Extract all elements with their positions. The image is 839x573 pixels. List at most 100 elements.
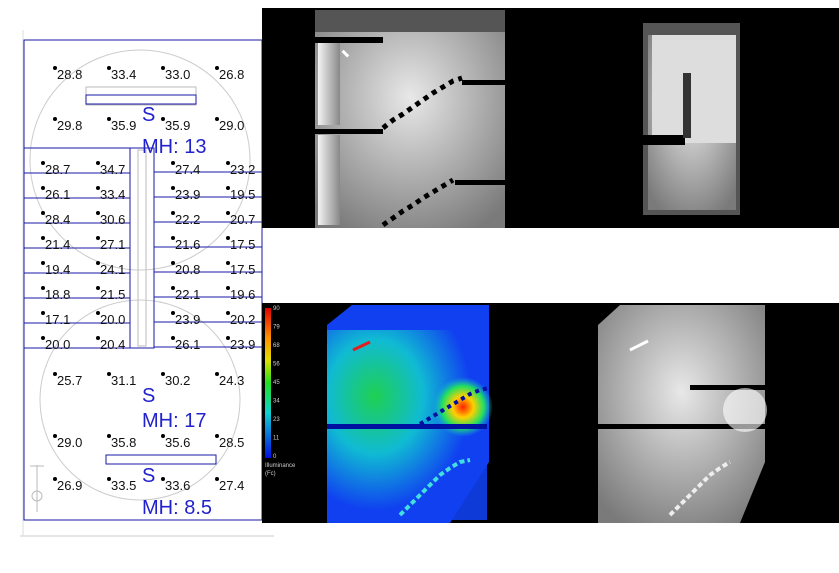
calc-point: 35.9 — [161, 117, 190, 133]
calc-point: 21.4 — [41, 236, 70, 252]
calc-point: 23.9 — [226, 336, 255, 352]
point-marker — [171, 311, 175, 315]
calc-point: 29.0 — [53, 434, 82, 450]
calc-point: 20.2 — [226, 311, 255, 327]
illuminance-legend: 90 79 68 56 45 34 23 11 0 Illuminance (Fc) — [265, 306, 296, 477]
point-marker — [171, 161, 175, 165]
calc-point: 20.8 — [171, 261, 200, 277]
calc-point: 19.5 — [226, 186, 255, 202]
background-arc — [39, 299, 241, 501]
calc-point: 21.6 — [171, 236, 200, 252]
illuminance-value: 35.9 — [165, 118, 190, 133]
illuminance-value: 17.5 — [230, 237, 255, 252]
calc-point: 26.8 — [215, 66, 244, 82]
calc-point: 23.2 — [226, 161, 255, 177]
point-marker — [41, 236, 45, 240]
legend-tick: 11 — [273, 436, 280, 442]
calc-point: 30.2 — [161, 372, 190, 388]
point-marker — [226, 161, 230, 165]
point-marker — [171, 286, 175, 290]
luminaire — [85, 94, 197, 105]
calc-point: 17.5 — [226, 236, 255, 252]
calc-point: 28.5 — [215, 434, 244, 450]
point-marker — [41, 336, 45, 340]
render-grayscale-section — [315, 10, 505, 228]
point-marker — [215, 434, 219, 438]
point-marker — [226, 236, 230, 240]
calc-point: 30.6 — [96, 211, 125, 227]
point-marker — [171, 261, 175, 265]
illuminance-value: 34.7 — [100, 162, 125, 177]
illuminance-value: 26.1 — [45, 187, 70, 202]
point-marker — [96, 186, 100, 190]
illuminance-value: 17.1 — [45, 312, 70, 327]
calc-point: 19.6 — [226, 286, 255, 302]
illuminance-value: 28.4 — [45, 212, 70, 227]
calc-point: 29.0 — [215, 117, 244, 133]
illuminance-value: 19.6 — [230, 287, 255, 302]
illuminance-value: 19.4 — [45, 262, 70, 277]
calc-point: 26.1 — [41, 186, 70, 202]
luminaire — [105, 454, 217, 465]
calc-point: 25.7 — [53, 372, 82, 388]
calc-point: 35.9 — [107, 117, 136, 133]
illuminance-value: 23.9 — [175, 312, 200, 327]
point-marker — [53, 477, 57, 481]
calc-point: 20.4 — [96, 336, 125, 352]
calc-point: 28.7 — [41, 161, 70, 177]
point-marker — [171, 186, 175, 190]
calc-point: 33.5 — [107, 477, 136, 493]
point-marker — [226, 211, 230, 215]
stair-well — [129, 147, 155, 349]
point-marker — [171, 236, 175, 240]
illuminance-value: 25.7 — [57, 373, 82, 388]
point-marker — [161, 117, 165, 121]
legend-tick: 79 — [273, 325, 280, 331]
calc-point: 24.1 — [96, 261, 125, 277]
calc-point: 35.8 — [107, 434, 136, 450]
luminaire-label-2: S MH: 17 — [142, 385, 206, 432]
point-marker — [53, 372, 57, 376]
illuminance-value: 33.4 — [100, 187, 125, 202]
point-marker — [96, 261, 100, 265]
point-marker — [171, 211, 175, 215]
illuminance-value: 29.8 — [57, 118, 82, 133]
point-marker — [226, 336, 230, 340]
illuminance-value: 33.5 — [111, 478, 136, 493]
point-marker — [171, 336, 175, 340]
background-arc — [29, 49, 251, 271]
point-marker — [96, 236, 100, 240]
illuminance-value: 30.6 — [100, 212, 125, 227]
calc-point: 20.7 — [226, 211, 255, 227]
false-color-render — [327, 305, 493, 523]
legend-tick: 0 — [273, 454, 277, 460]
calc-point: 21.5 — [96, 286, 125, 302]
point-marker — [107, 66, 111, 70]
luminaire-symbol: S — [142, 385, 155, 407]
calc-point: 19.4 — [41, 261, 70, 277]
calc-point: 28.8 — [53, 66, 82, 82]
calc-point: 26.9 — [53, 477, 82, 493]
illuminance-value: 26.9 — [57, 478, 82, 493]
illuminance-value: 33.0 — [165, 67, 190, 82]
illuminance-value: 33.4 — [111, 67, 136, 82]
legend-unit: (Fc) — [265, 471, 276, 477]
illuminance-value: 28.8 — [57, 67, 82, 82]
illuminance-value: 18.8 — [45, 287, 70, 302]
point-marker — [53, 66, 57, 70]
illuminance-value: 29.0 — [219, 118, 244, 133]
illuminance-value: 35.8 — [111, 435, 136, 450]
calc-point: 35.6 — [161, 434, 190, 450]
legend-tick: 68 — [273, 343, 280, 349]
illuminance-value: 28.7 — [45, 162, 70, 177]
illuminance-value: 20.0 — [100, 312, 125, 327]
point-marker — [41, 261, 45, 265]
illuminance-value: 31.1 — [111, 373, 136, 388]
point-marker — [226, 186, 230, 190]
point-marker — [215, 477, 219, 481]
point-marker — [107, 372, 111, 376]
point-marker — [107, 477, 111, 481]
point-marker — [107, 434, 111, 438]
calc-point: 33.0 — [161, 66, 190, 82]
plan-boundary — [23, 39, 263, 521]
